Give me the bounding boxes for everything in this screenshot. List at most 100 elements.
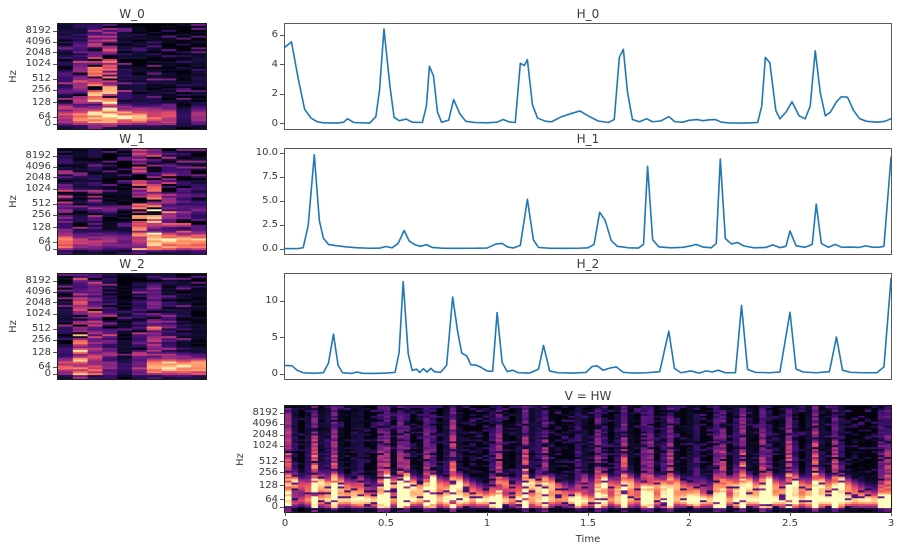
- y-tick-label: 0.0: [262, 243, 278, 255]
- y-tick-label: 512: [258, 455, 278, 467]
- panel-title-h2: H_2: [576, 257, 600, 271]
- y-tick-mark: [280, 248, 284, 250]
- y-tick-mark: [280, 472, 284, 474]
- y-tick-mark: [53, 30, 57, 32]
- y-tick-label: 0: [271, 501, 278, 513]
- y-tick-label: 0: [271, 117, 278, 129]
- y-tick-mark: [280, 337, 284, 339]
- y-tick-mark: [53, 214, 57, 216]
- y-tick-label: 2048: [25, 171, 51, 183]
- y-tick-mark: [53, 166, 57, 168]
- y-tick-mark: [53, 63, 57, 65]
- y-tick-label: 2048: [252, 429, 278, 441]
- y-tick-label: 128: [31, 221, 51, 233]
- y-tick-label: 0: [44, 243, 51, 255]
- y-tick-mark: [280, 423, 284, 425]
- y-tick-mark: [53, 188, 57, 190]
- y-tick-mark: [280, 506, 284, 508]
- y-tick-mark: [53, 352, 57, 354]
- y-tick-mark: [53, 203, 57, 205]
- spectrogram-w0-image: [58, 24, 206, 129]
- y-tick-mark: [53, 177, 57, 179]
- y-tick-label: 2048: [25, 296, 51, 308]
- y-tick-mark: [280, 176, 284, 178]
- y-tick-label: 0: [271, 368, 278, 380]
- y-tick-label: 10.0: [255, 147, 278, 159]
- activation-h1-line: [285, 149, 891, 254]
- y-tick-mark: [280, 123, 284, 125]
- y-tick-label: 4096: [252, 418, 278, 430]
- y-tick-label: 5: [271, 331, 278, 343]
- y-tick-mark: [53, 373, 57, 375]
- y-tick-mark: [53, 248, 57, 250]
- y-tick-label: 64: [38, 361, 51, 373]
- y-tick-mark: [53, 339, 57, 341]
- x-tick-label: 3: [887, 518, 895, 529]
- y-tick-mark: [53, 328, 57, 330]
- y-tick-mark: [53, 155, 57, 157]
- y-tick-label: 8192: [25, 275, 51, 287]
- activation-panel-h2: H_2 0 5 10: [265, 257, 892, 380]
- panel-title-h0: H_0: [576, 7, 600, 21]
- y-tick-mark: [53, 123, 57, 125]
- y-tick-label: 4096: [25, 36, 51, 48]
- x-tick-label: 0.5: [378, 518, 394, 529]
- x-tick-label: 1: [483, 518, 491, 529]
- y-tick-label: 2.5: [262, 219, 278, 231]
- y-tick-label: 128: [31, 346, 51, 358]
- spectrogram-panel-w1: W_1 Hz 8192 4096 2048 1024 512 256 128 64 0: [8, 132, 207, 255]
- y-tick-mark: [280, 499, 284, 501]
- y-tick-mark: [280, 461, 284, 463]
- x-tick-mark: [486, 512, 488, 516]
- y-tick-label: 512: [31, 323, 51, 335]
- y-tick-label: 256: [31, 334, 51, 346]
- spectrogram-w1-image: [58, 149, 206, 254]
- y-tick-mark: [53, 116, 57, 118]
- activation-panel-h0: H_0 0 2 4 6: [272, 7, 892, 130]
- spectrogram-panel-v: V = HW Hz Time 8192 4096 2048 1024 512 256 128…: [235, 389, 895, 545]
- y-tick-label: 64: [38, 236, 51, 248]
- y-tick-mark: [53, 41, 57, 43]
- y-tick-mark: [53, 302, 57, 304]
- y-tick-label: 4096: [25, 286, 51, 298]
- panel-title-w2: W_2: [119, 257, 145, 271]
- y-tick-label: 512: [31, 198, 51, 210]
- activation-panel-h1: H_1 0.0 2.5 5.0 7.5 10.0: [256, 132, 892, 255]
- y-tick-label: 7.5: [262, 171, 278, 183]
- y-tick-label: 1024: [252, 440, 278, 452]
- y-tick-label: 64: [265, 493, 278, 505]
- y-tick-label: 6: [271, 29, 278, 41]
- y-tick-mark: [280, 224, 284, 226]
- y-tick-label: 0: [44, 368, 51, 380]
- x-tick-mark: [890, 512, 892, 516]
- y-tick-mark: [280, 300, 284, 302]
- y-tick-label: 2: [271, 88, 278, 100]
- y-tick-label: 8192: [25, 150, 51, 162]
- y-tick-mark: [53, 52, 57, 54]
- spectrogram-panel-w0: W_0 Hz 8192 4096 2048 1024 512 256 128 64 0: [8, 7, 207, 130]
- y-tick-mark: [280, 445, 284, 447]
- y-tick-mark: [280, 485, 284, 487]
- y-tick-label: 0: [44, 118, 51, 130]
- y-tick-mark: [53, 280, 57, 282]
- y-tick-label: 4096: [25, 161, 51, 173]
- y-tick-mark: [280, 373, 284, 375]
- y-tick-mark: [280, 64, 284, 66]
- y-tick-label: 2048: [25, 46, 51, 58]
- panel-title-v: V = HW: [564, 389, 612, 403]
- y-tick-label: 512: [31, 73, 51, 85]
- x-tick-mark: [284, 512, 286, 516]
- y-tick-mark: [53, 102, 57, 104]
- y-tick-label: 128: [31, 96, 51, 108]
- y-tick-label: 1024: [25, 183, 51, 194]
- y-tick-mark: [53, 366, 57, 368]
- y-tick-mark: [280, 152, 284, 154]
- x-tick-label: 0: [281, 518, 289, 529]
- panel-title-h1: H_1: [576, 132, 600, 146]
- y-tick-label: 256: [31, 84, 51, 96]
- spectrogram-panel-w2: W_2 Hz 8192 4096 2048 1024 512 256 128 64 0: [8, 257, 207, 380]
- y-tick-label: 10: [265, 295, 278, 307]
- y-tick-label: 1024: [25, 308, 51, 319]
- x-tick-label: 2.5: [782, 518, 798, 529]
- y-tick-label: 1024: [25, 58, 51, 69]
